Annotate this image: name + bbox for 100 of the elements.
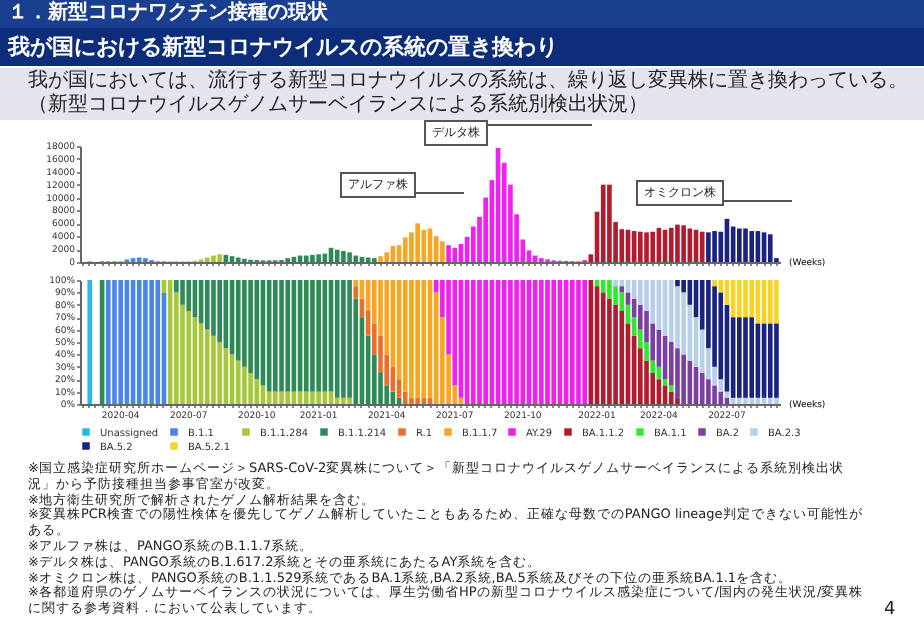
bar [211, 335, 216, 404]
bar [600, 280, 606, 293]
bar [681, 225, 686, 262]
bar [650, 231, 656, 262]
bar [737, 228, 742, 262]
bar [743, 397, 748, 404]
bar [186, 311, 192, 404]
bar [254, 379, 260, 404]
bar [384, 252, 390, 262]
bar [402, 280, 408, 392]
bar [712, 385, 717, 404]
bar [433, 236, 439, 262]
bar [415, 397, 420, 404]
bar [619, 280, 625, 287]
bar [248, 373, 253, 404]
bar [743, 280, 748, 318]
bar [402, 237, 408, 262]
bar [273, 391, 278, 404]
bar [316, 254, 321, 262]
bar [749, 397, 755, 404]
bar [520, 280, 526, 404]
bar [254, 280, 260, 380]
bar [767, 234, 773, 262]
bar [334, 397, 340, 404]
bar [248, 280, 253, 373]
bar [767, 397, 773, 404]
bar [143, 280, 148, 404]
bar [180, 280, 185, 305]
bar [415, 280, 420, 398]
bar [681, 292, 686, 355]
bar [675, 224, 680, 262]
bar [118, 280, 123, 404]
bar [316, 391, 321, 404]
bar [743, 317, 748, 398]
text: 4 [884, 600, 896, 620]
bar [378, 256, 383, 262]
bar [712, 231, 717, 262]
bar [310, 280, 315, 392]
bar [347, 280, 352, 398]
bar [279, 391, 284, 404]
bar [675, 348, 680, 398]
bar [235, 360, 241, 404]
bar [712, 280, 717, 287]
bar [675, 286, 680, 349]
bar [421, 280, 427, 398]
bar [303, 255, 309, 262]
bar [638, 231, 643, 262]
bar [737, 280, 742, 318]
bar [217, 342, 222, 404]
bar [767, 323, 773, 398]
bar [279, 280, 284, 392]
bar [774, 323, 779, 398]
bar [446, 245, 451, 262]
bar [303, 280, 309, 392]
bar [644, 232, 649, 262]
bar [452, 247, 458, 262]
bar [421, 397, 427, 404]
bar [353, 255, 359, 262]
bar [675, 397, 680, 404]
bar [607, 280, 612, 299]
bar [749, 317, 755, 398]
bar [440, 241, 445, 262]
bar [675, 280, 680, 287]
bar [235, 280, 241, 361]
bar [310, 391, 315, 404]
bar [211, 255, 216, 262]
bar [409, 280, 414, 398]
bar [285, 280, 291, 392]
bar [217, 254, 222, 262]
bar [421, 229, 427, 262]
bar [699, 373, 705, 404]
bar [582, 280, 587, 404]
bar [706, 232, 711, 262]
bar [607, 184, 612, 262]
bar [501, 280, 507, 404]
bar [136, 280, 142, 404]
bar [600, 184, 606, 262]
bar [551, 280, 557, 404]
bar [347, 397, 352, 404]
bar [347, 252, 352, 262]
bar [87, 280, 93, 404]
bar [539, 280, 544, 404]
bar [737, 397, 742, 404]
bar [155, 280, 161, 404]
bar [774, 280, 779, 324]
bar [737, 317, 742, 398]
bar [341, 251, 346, 262]
bar [242, 280, 247, 367]
bar [613, 286, 618, 305]
bar [303, 391, 309, 404]
bar [668, 280, 674, 342]
bar [316, 280, 321, 392]
bar [668, 385, 674, 392]
chart-title: 我が国における新型コロナウイルスの系統の置き換わり [0, 28, 924, 66]
bar [105, 280, 111, 404]
bar [353, 286, 359, 299]
bar [650, 360, 656, 373]
bar [186, 280, 192, 311]
bar [600, 292, 606, 404]
bar [483, 280, 488, 404]
